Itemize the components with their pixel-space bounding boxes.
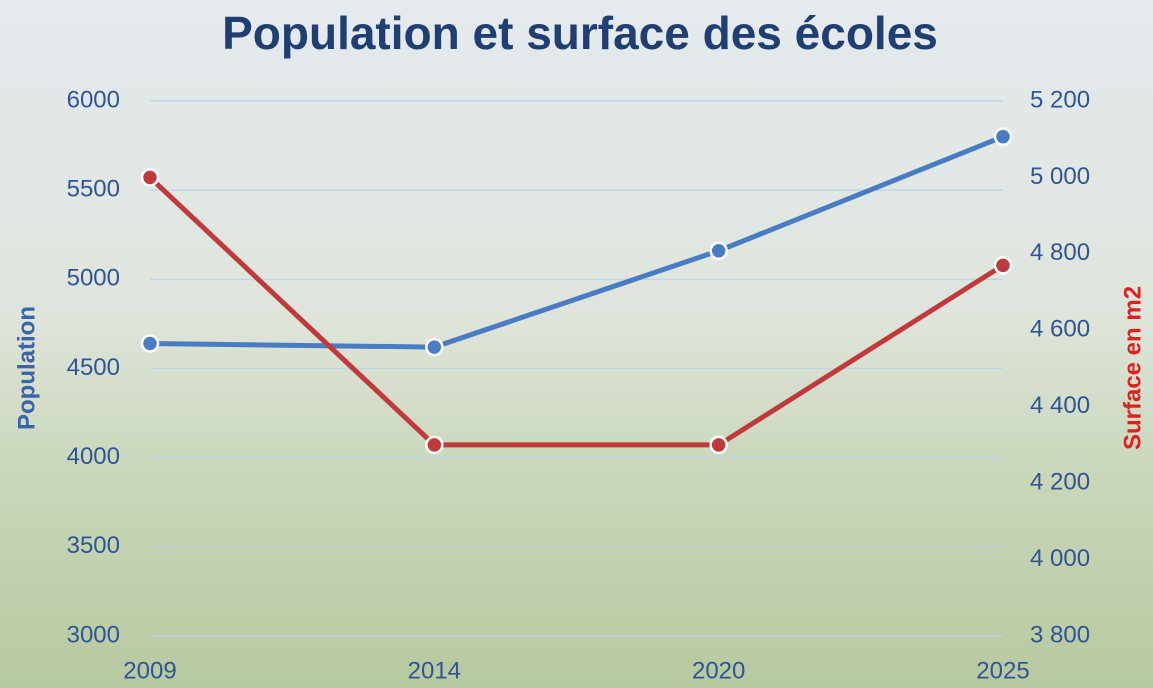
x-tick-label: 2014 [408, 657, 461, 684]
y-tick-label: 5000 [67, 265, 120, 292]
y2-tick-label: 5 200 [1030, 86, 1090, 113]
y-tick-label: 3000 [67, 621, 120, 648]
data-point [709, 241, 728, 261]
y2-tick-label: 4 200 [1030, 468, 1090, 495]
y-tick-label: 3500 [67, 532, 120, 559]
y-tick-label: 6000 [67, 86, 120, 113]
y2-tick-label: 4 600 [1030, 316, 1090, 343]
x-tick-label: 2009 [123, 657, 176, 684]
data-point [425, 435, 444, 455]
y2-axis-title: Surface en m2 [1119, 286, 1146, 450]
y2-tick-label: 4 000 [1030, 545, 1090, 572]
data-point [709, 435, 728, 455]
y-tick-label: 4500 [67, 354, 120, 381]
series-line [148, 175, 1005, 448]
y2-tick-label: 3 800 [1030, 621, 1090, 648]
x-tick-label: 2020 [692, 657, 745, 684]
data-point [425, 337, 444, 357]
data-point [993, 127, 1013, 146]
series-line [149, 134, 1004, 350]
x-tick-label: 2025 [976, 657, 1029, 684]
data-point [993, 256, 1013, 275]
y2-tick-label: 4 800 [1030, 239, 1090, 266]
y2-tick-label: 4 400 [1030, 392, 1090, 419]
y-axis-title: Population [13, 306, 40, 430]
data-point [140, 334, 160, 353]
y-tick-label: 4000 [67, 443, 120, 470]
y2-tick-label: 5 000 [1030, 163, 1090, 190]
chart-title: Population et surface des écoles [222, 7, 938, 59]
data-point [140, 168, 160, 187]
y-tick-label: 5500 [67, 176, 120, 203]
